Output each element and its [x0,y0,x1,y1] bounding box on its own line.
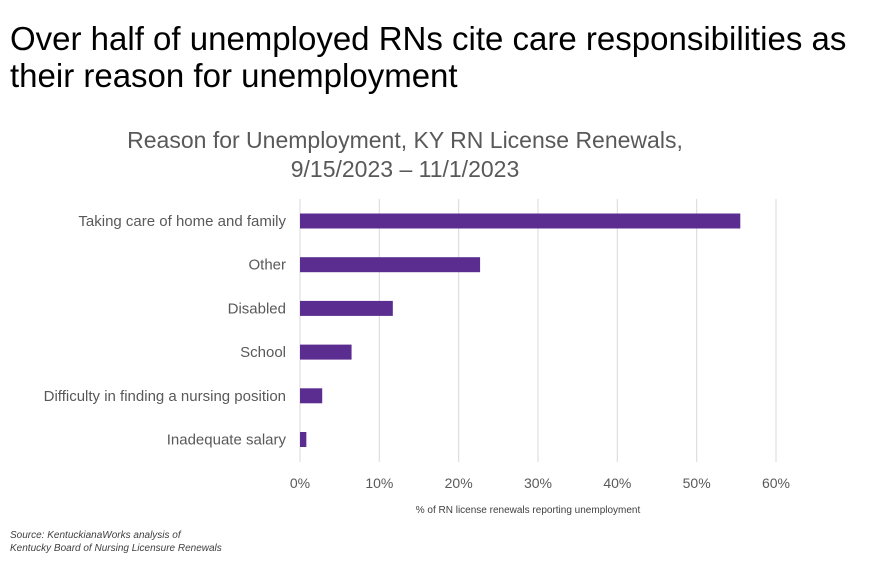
bar [300,388,323,404]
x-tick-label: 20% [445,475,473,491]
source-line-1: Source: KentuckianaWorks analysis of [10,530,181,541]
chart-title-line-1: Reason for Unemployment, KY RN License R… [127,127,683,153]
bar [300,213,741,229]
gridlines [299,199,777,462]
chart-title: Reason for Unemployment, KY RN License R… [0,126,810,184]
headline: Over half of unemployed RNs cite care re… [10,20,847,94]
x-tick-label: 50% [683,475,711,491]
category-label: School [240,344,286,361]
bars [300,213,741,447]
x-tick-label: 40% [603,475,631,491]
x-tick-labels: 0% 10% 20% 30% 40% 50% 60% [290,475,790,491]
x-axis-title: % of RN license renewals reporting unemp… [416,505,641,516]
source-note: Source: KentuckianaWorks analysis of Ken… [10,529,222,555]
x-tick-label: 60% [762,475,790,491]
x-tick-label: 30% [524,475,552,491]
x-tick-label: 0% [290,475,310,491]
category-label: Other [248,257,286,274]
bar [300,344,352,360]
category-label: Difficulty in finding a nursing position [44,388,286,405]
bar [300,257,481,273]
x-tick-label: 10% [365,475,393,491]
bar [300,300,393,316]
category-label: Inadequate salary [167,432,287,449]
chart-title-line-2: 9/15/2023 – 11/1/2023 [290,156,520,182]
category-labels: Taking care of home and family Other Disab… [44,213,287,449]
category-label: Taking care of home and family [78,213,286,230]
source-line-2: Kentucky Board of Nursing Licensure Rene… [10,543,222,554]
bar [300,432,307,447]
category-label: Disabled [228,300,286,317]
